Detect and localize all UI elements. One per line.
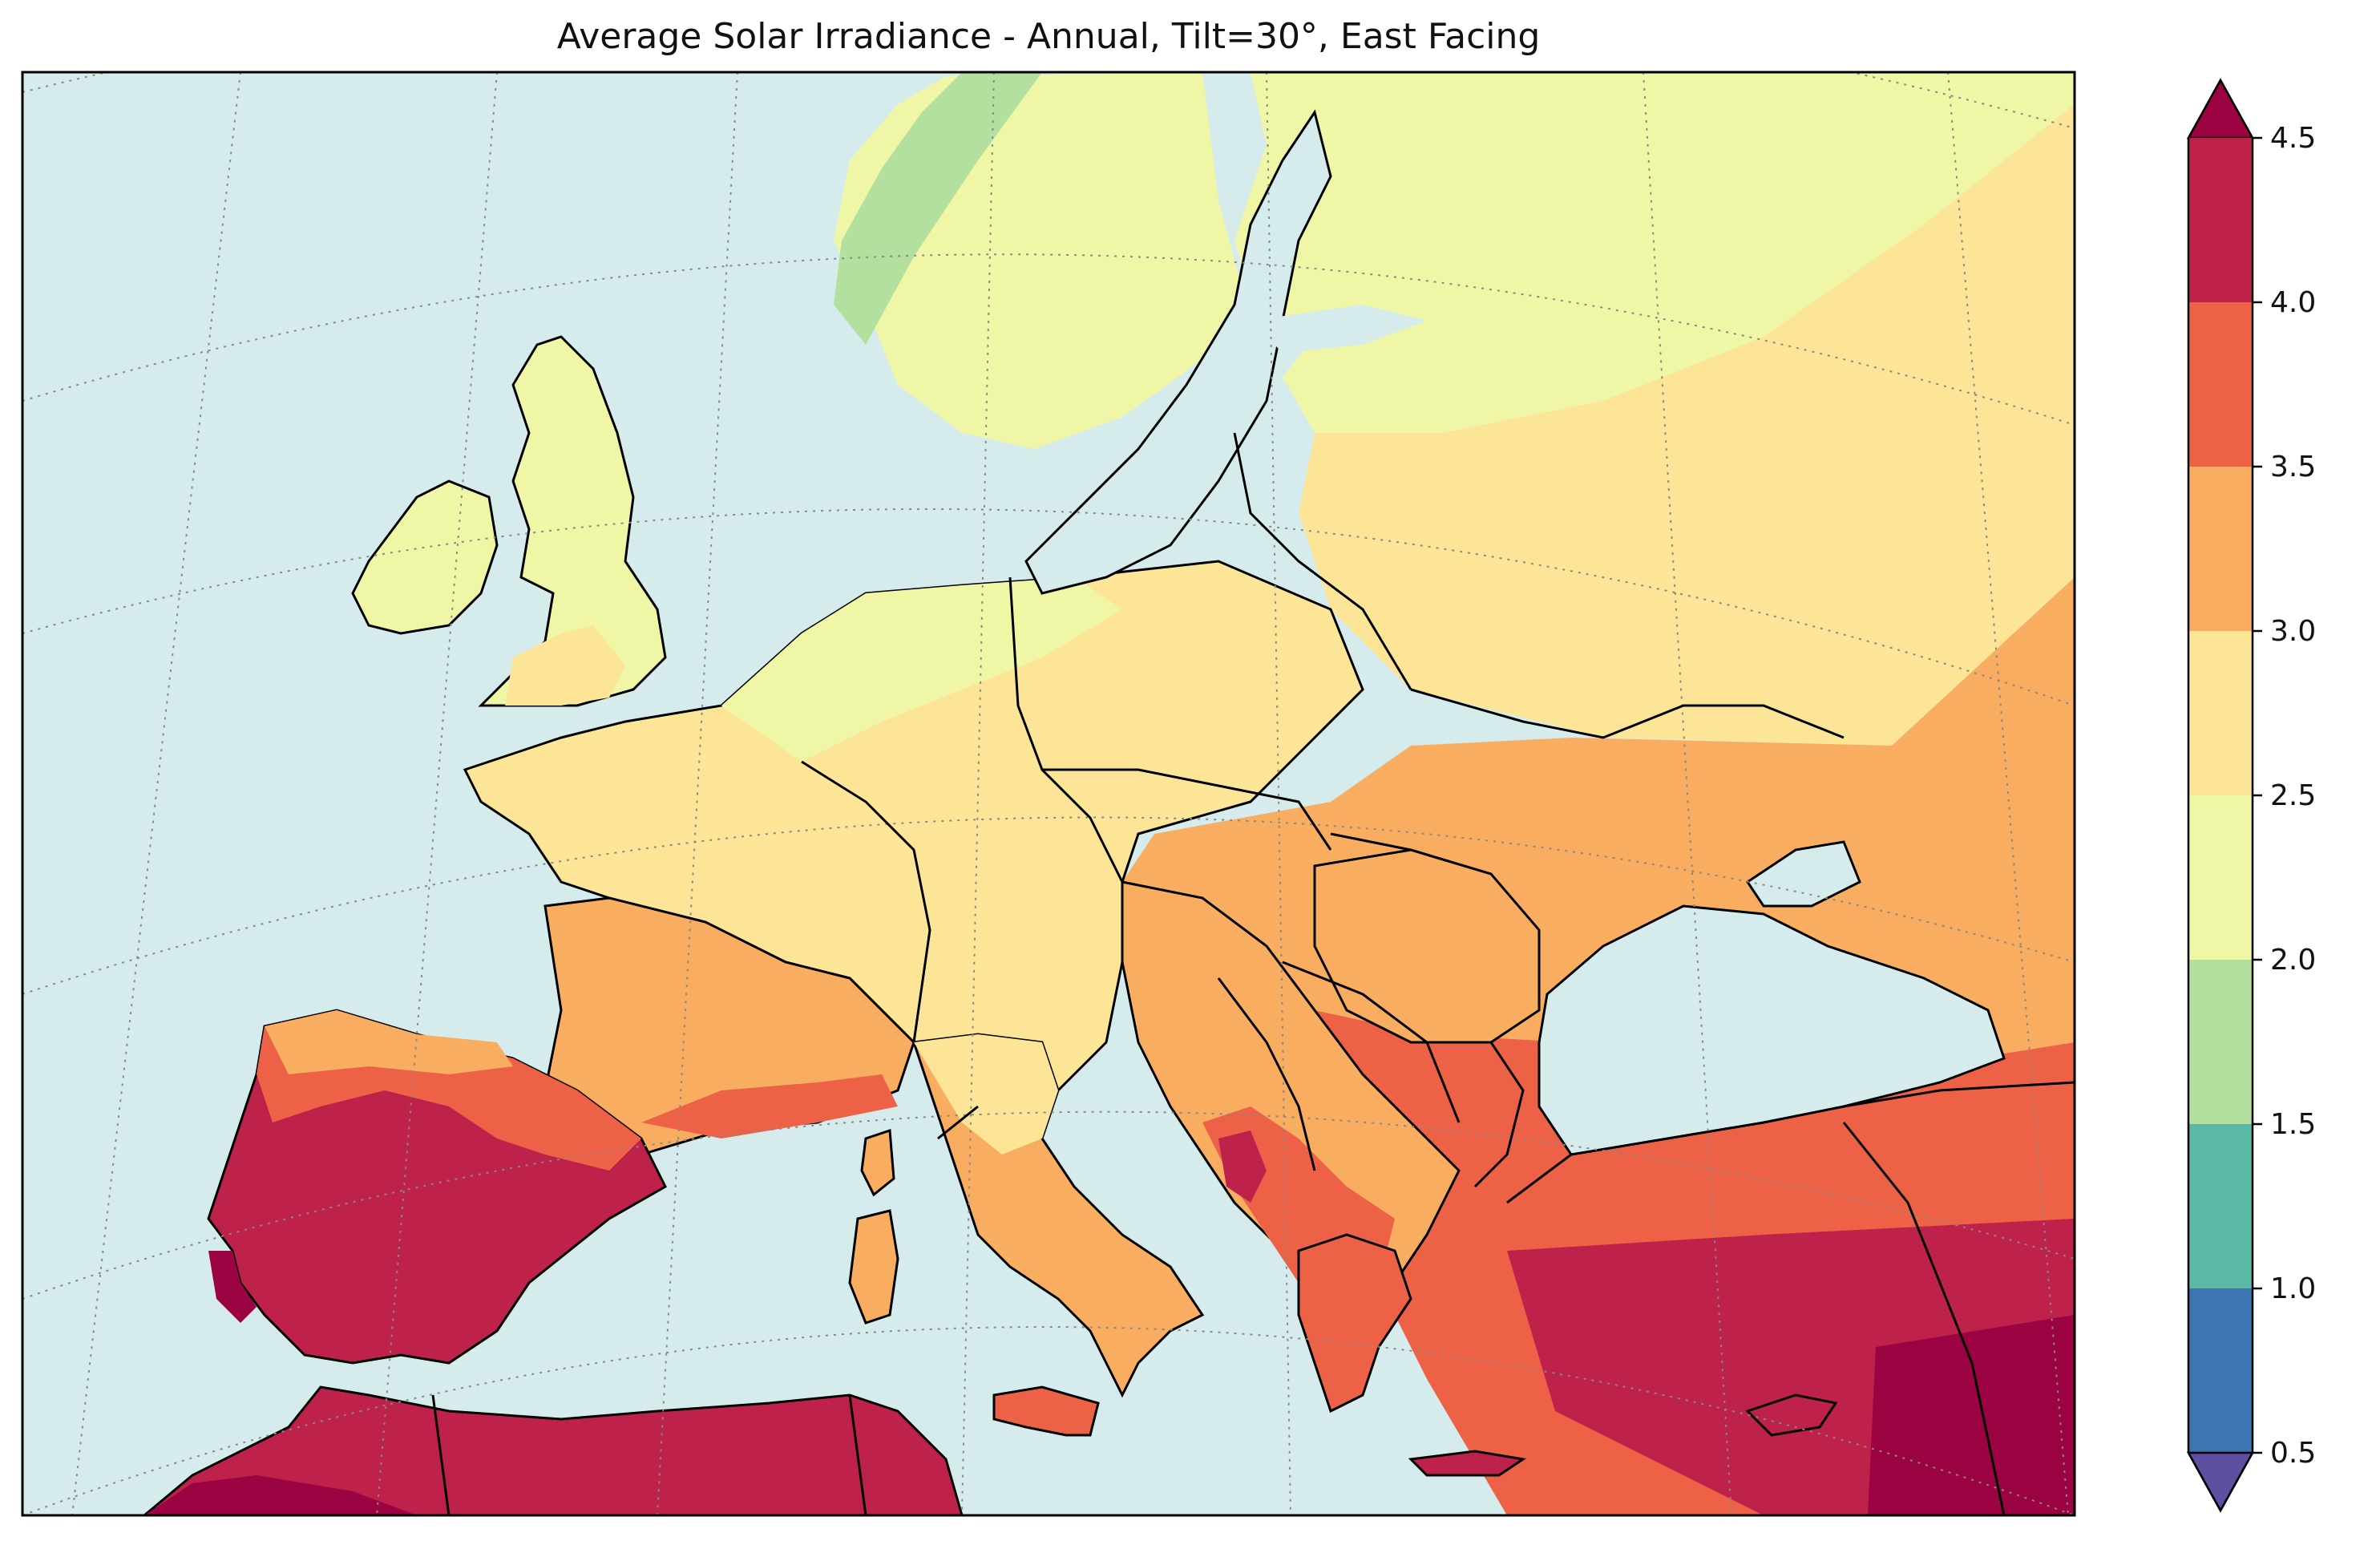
map-panel — [22, 72, 2075, 1515]
land-sardinia — [848, 1209, 899, 1325]
land-crete — [1408, 1450, 1526, 1477]
gulf-of-finland — [1251, 305, 1427, 353]
colorbar-band — [2188, 960, 2253, 1124]
land-albania — [1218, 1130, 1267, 1203]
land-sicily — [992, 1385, 1100, 1437]
land-iberia-north-coast — [265, 1010, 513, 1074]
colorbar-band — [2188, 302, 2253, 467]
land-uk — [478, 335, 667, 707]
colorbar-band — [2188, 795, 2253, 960]
colorbar-band — [2188, 1288, 2253, 1453]
colorbar: 4.5 4.0 3.5 3.0 2.5 2.0 1.5 1.0 0.5 — [2186, 78, 2316, 1513]
land-north-germany — [721, 577, 1122, 762]
band-4.5-plus-levant — [1868, 1315, 2075, 1515]
colorbar-band — [2188, 467, 2253, 631]
land-portugal — [208, 1251, 257, 1323]
land-cyprus — [1745, 1393, 1838, 1437]
colorbar-band — [2188, 1124, 2253, 1288]
land-north-africa — [142, 1385, 964, 1515]
black-sea — [1538, 904, 2006, 1156]
colorbar-tick-label: 4.0 — [2270, 286, 2316, 319]
graticule — [22, 72, 2075, 1515]
colorbar-ticks — [2253, 136, 2262, 1454]
colorbar-tick-label: 1.0 — [2270, 1272, 2316, 1305]
colorbar-band — [2188, 631, 2253, 795]
colorbar-extend-min — [2186, 1451, 2255, 1513]
land-corsica — [860, 1128, 895, 1197]
colorbar-tick-label: 3.5 — [2270, 451, 2316, 483]
colorbar-tick-label: 4.5 — [2270, 122, 2316, 155]
colorbar-tick-label: 3.0 — [2270, 615, 2316, 648]
colorbar-tick-label: 2.5 — [2270, 779, 2316, 812]
band-2.5-3.0-east — [1299, 104, 2075, 746]
land-north-africa-hot — [144, 1475, 417, 1515]
colorbar-extend-max — [2186, 78, 2255, 140]
colorbar-tick-label: 1.5 — [2270, 1108, 2316, 1141]
map-title: Average Solar Irradiance - Annual, Tilt=… — [556, 16, 1541, 57]
band-2.0-2.5-east — [1283, 72, 2075, 433]
borders — [431, 432, 2006, 1515]
map-frame — [21, 71, 2076, 1517]
land-italy-north — [914, 1034, 1058, 1155]
colorbar-band — [2188, 138, 2253, 302]
land-france-med — [641, 1074, 898, 1139]
land-uk-south — [505, 625, 625, 706]
azov-sea — [1745, 840, 1861, 908]
colorbar-tick-label: 0.5 — [2270, 1437, 2316, 1470]
band-1.5-2.0-norway — [834, 72, 1042, 345]
irradiance-field — [142, 72, 2075, 1515]
colorbar-tick-label: 2.0 — [2270, 944, 2316, 977]
